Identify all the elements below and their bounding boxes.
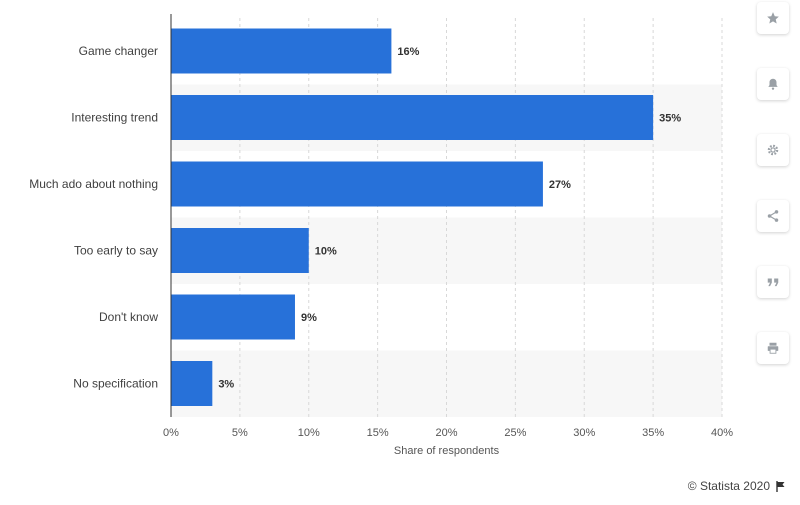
data-label: 16% <box>397 46 419 58</box>
bar <box>171 294 295 340</box>
share-icon <box>767 210 779 222</box>
bar <box>171 95 654 140</box>
cite-button[interactable] <box>757 266 789 298</box>
flag-icon[interactable] <box>776 480 786 492</box>
gridlines <box>239 18 723 417</box>
chart-toolbar <box>756 0 790 398</box>
category-labels: Game changer Interesting trend Much ado ab… <box>29 44 158 391</box>
bar-chart: Game changer Interesting trend Much ado ab… <box>29 14 733 457</box>
category-label: Too early to say <box>74 244 158 258</box>
x-tick-label: 25% <box>504 427 526 439</box>
quote-icon <box>767 278 779 287</box>
bar <box>171 161 543 207</box>
bar <box>171 361 213 406</box>
settings-button[interactable] <box>757 134 789 166</box>
notification-button[interactable] <box>757 68 789 100</box>
x-axis-title: Share of respondents <box>394 445 500 457</box>
x-tick-labels: 0% 5% 10% 15% 20% 25% 30% 35% 40% <box>163 427 733 439</box>
footer: © Statista 2020 <box>688 479 786 493</box>
x-tick-label: 20% <box>435 427 457 439</box>
x-tick-label: 5% <box>232 427 248 439</box>
data-label: 10% <box>315 246 337 258</box>
favorite-button[interactable] <box>757 2 789 34</box>
x-tick-label: 35% <box>642 427 664 439</box>
data-label: 35% <box>659 113 681 125</box>
bar <box>171 28 392 74</box>
x-tick-label: 0% <box>163 427 179 439</box>
data-label: 3% <box>218 379 234 391</box>
data-labels: 16% 35% 27% 10% 9% 3% <box>218 46 681 391</box>
category-label: No specification <box>73 377 158 391</box>
print-icon <box>767 342 779 354</box>
category-label: Much ado about nothing <box>29 177 158 191</box>
x-tick-label: 15% <box>367 427 389 439</box>
x-tick-label: 30% <box>573 427 595 439</box>
category-label: Don't know <box>99 310 158 324</box>
bars <box>171 28 654 406</box>
x-tick-label: 40% <box>711 427 733 439</box>
x-tick-label: 10% <box>298 427 320 439</box>
bar <box>171 228 309 273</box>
bell-icon <box>768 78 778 90</box>
copyright-text: © Statista 2020 <box>687 479 770 493</box>
data-label: 9% <box>301 312 317 324</box>
star-icon <box>767 12 779 24</box>
category-label: Interesting trend <box>71 111 158 125</box>
gear-icon <box>767 144 779 156</box>
data-label: 27% <box>549 179 571 191</box>
share-button[interactable] <box>757 200 789 232</box>
print-button[interactable] <box>757 332 789 364</box>
category-label: Game changer <box>79 44 158 58</box>
